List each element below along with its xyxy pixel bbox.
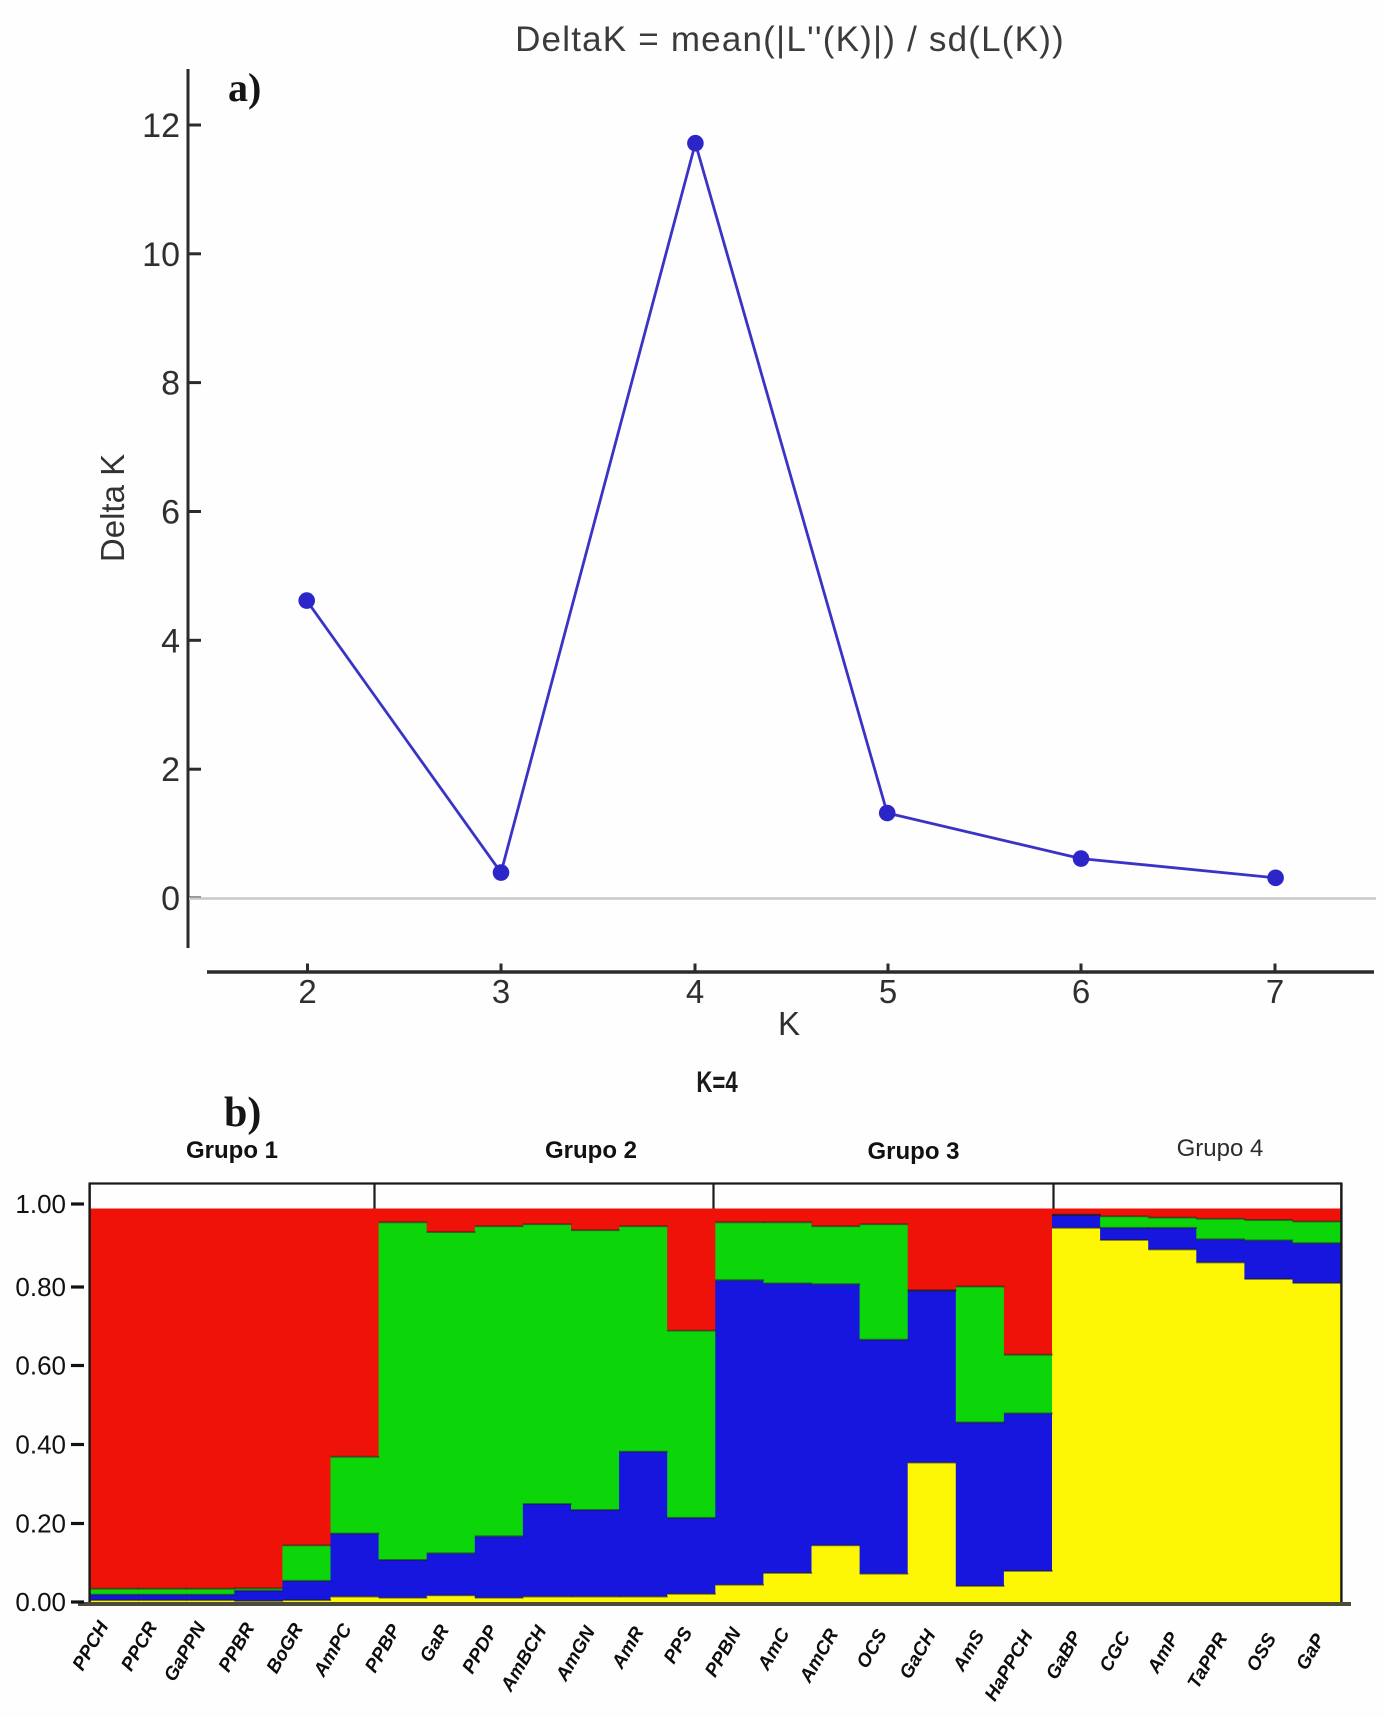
svg-text:Grupo 4: Grupo 4 [1177, 1135, 1264, 1162]
svg-text:2: 2 [161, 751, 180, 789]
svg-text:K=4: K=4 [696, 1065, 738, 1099]
svg-text:0.60: 0.60 [15, 1351, 66, 1381]
svg-text:DeltaK = mean(|L''(K)|) / sd(L: DeltaK = mean(|L''(K)|) / sd(L(K)) [515, 20, 1065, 59]
svg-text:8: 8 [161, 365, 180, 403]
svg-text:0.40: 0.40 [15, 1430, 66, 1460]
svg-text:Grupo 2: Grupo 2 [545, 1137, 637, 1164]
svg-text:5: 5 [879, 973, 897, 1010]
svg-text:7: 7 [1266, 973, 1284, 1010]
svg-text:0.00: 0.00 [15, 1587, 66, 1617]
svg-text:Delta K: Delta K [94, 454, 131, 562]
svg-text:10: 10 [142, 236, 180, 274]
svg-text:6: 6 [161, 494, 180, 532]
svg-text:0: 0 [161, 880, 180, 918]
svg-text:2: 2 [298, 973, 316, 1010]
svg-text:0.80: 0.80 [15, 1272, 66, 1302]
svg-text:Grupo 3: Grupo 3 [867, 1138, 959, 1165]
svg-text:a): a) [228, 65, 261, 110]
svg-text:3: 3 [492, 973, 510, 1010]
svg-text:6: 6 [1072, 973, 1090, 1010]
svg-text:12: 12 [142, 107, 180, 145]
svg-text:4: 4 [161, 622, 180, 660]
svg-text:4: 4 [686, 973, 704, 1010]
svg-text:1.00: 1.00 [15, 1189, 66, 1219]
svg-text:K: K [778, 1005, 800, 1042]
svg-text:0.20: 0.20 [15, 1509, 66, 1539]
svg-text:Grupo 1: Grupo 1 [186, 1137, 278, 1164]
svg-text:b): b) [224, 1090, 261, 1136]
